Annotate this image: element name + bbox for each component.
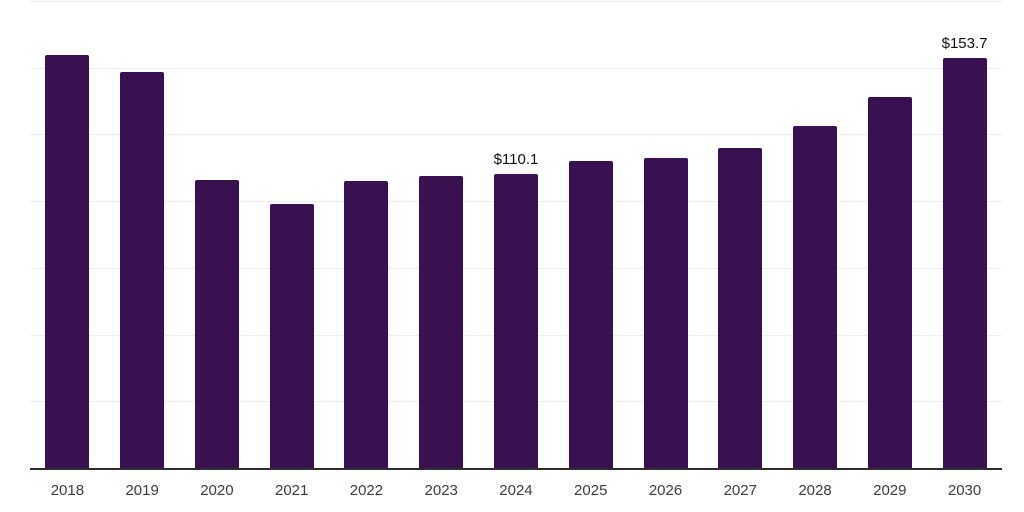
bar-2025 [568,161,613,468]
bar-2028 [793,126,838,468]
bar-2026 [643,158,688,468]
bar-2030 [942,57,987,468]
bar-2029 [867,96,912,468]
bar-2018 [45,54,90,468]
plot-area: $110.1 $153.7 [30,1,1002,470]
x-label-2029: 2029 [873,482,907,499]
bar-column-2024: $110.1 [479,1,554,468]
bar-2020 [194,180,239,468]
bar-2022 [344,180,389,468]
bar-column-2018 [30,1,105,468]
bar-column-2023 [404,1,479,468]
bar-column-2020 [180,1,255,468]
x-label-2025: 2025 [574,482,608,499]
bar-column-2030: $153.7 [927,1,1002,468]
x-label-2019: 2019 [125,482,159,499]
x-label-2027: 2027 [723,482,757,499]
bar-2023 [419,176,464,468]
bar-column-2021 [254,1,329,468]
gridline-150 [30,67,1002,69]
bar-2021 [269,204,314,468]
bar-2019 [120,71,165,468]
x-label-2028: 2028 [798,482,832,499]
x-label-2020: 2020 [200,482,234,499]
bar-column-2025 [553,1,628,468]
x-label-2030: 2030 [947,482,982,499]
bar-2024 [493,174,538,468]
x-label-2024: 2024 [499,482,533,499]
bar-column-2027 [703,1,778,468]
bar-column-2029 [852,1,927,468]
bar-column-2026 [628,1,703,468]
value-label-2024: $110.1 [493,151,539,169]
x-label-2023: 2023 [424,482,458,499]
x-label-2026: 2026 [648,482,683,499]
x-axis-labels: 2018 2019 2020 2021 2022 2023 2024 2025 2026 2027… [30,482,1002,499]
bar-2027 [718,147,763,468]
bar-column-2028 [778,1,853,468]
bars-row: $110.1 $153.7 [30,1,1002,468]
bar-column-2022 [329,1,404,468]
x-label-2021: 2021 [274,482,309,499]
value-label-2030: $153.7 [941,34,988,52]
gridline-175 [30,1,1002,2]
gridline-125 [30,134,1002,136]
x-label-2018: 2018 [50,482,85,499]
x-label-2022: 2022 [349,482,384,499]
bar-column-2019 [105,1,180,468]
